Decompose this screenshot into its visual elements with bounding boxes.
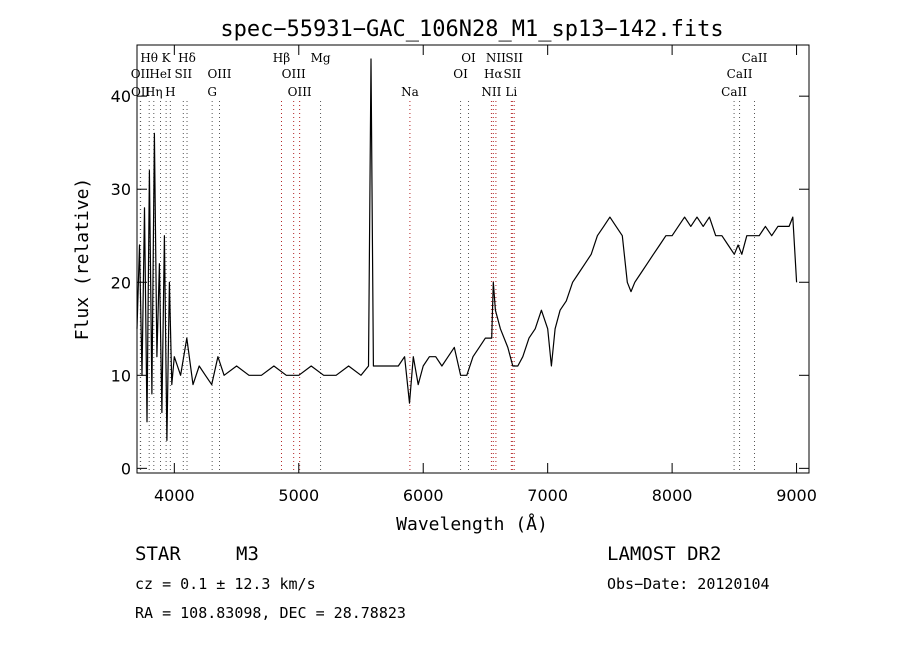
x-tick-label-3: 7000	[527, 486, 568, 505]
x-tick-label-4: 8000	[652, 486, 693, 505]
line-label-13: OIII	[282, 67, 306, 81]
y-tick-label-0: 0	[121, 459, 131, 478]
line-label-15: Hα	[484, 67, 503, 81]
x-tick-label-1: 5000	[278, 486, 319, 505]
line-label-5: OI	[461, 51, 476, 65]
line-label-16: SII	[503, 67, 521, 81]
y-tick-label-2: 20	[111, 273, 131, 292]
x-tick-label-0: 4000	[154, 486, 195, 505]
line-label-20: H	[165, 85, 175, 99]
line-label-14: OI	[453, 67, 468, 81]
line-label-26: CaII	[721, 85, 747, 99]
y-tick-label-1: 10	[111, 366, 131, 385]
line-label-1: K	[162, 51, 172, 65]
line-label-9: OII	[131, 67, 151, 81]
y-axis-label: Flux (relative)	[72, 178, 93, 341]
x-axis-label: Wavelength (Å)	[396, 513, 548, 535]
coordinates-text: RA = 108.83098, DEC = 28.78823	[135, 604, 406, 622]
object-subclass: M3	[236, 543, 259, 565]
line-label-21: G	[207, 85, 217, 99]
y-axis-ticks: 0 10 20 30 40	[111, 87, 809, 478]
line-label-24: NII	[481, 85, 501, 99]
line-label-8: CaII	[742, 51, 768, 65]
object-type: STAR	[135, 543, 181, 565]
line-label-2: Hδ	[178, 51, 196, 65]
line-label-18: OII	[131, 85, 151, 99]
line-label-7: SII	[505, 51, 523, 65]
y-tick-label-3: 30	[111, 180, 131, 199]
line-label-25: Li	[505, 85, 517, 99]
x-tick-label-2: 6000	[403, 486, 444, 505]
line-label-4: Mg	[311, 51, 331, 65]
x-axis-ticks: 4000 5000 6000 7000 8000 9000	[154, 45, 817, 505]
line-label-10: HeI	[149, 67, 172, 81]
plot-frame	[136, 44, 810, 474]
line-label-0: Hθ	[140, 51, 158, 65]
spectral-line-markers	[139, 101, 755, 473]
obs-date-text: Obs−Date: 20120104	[607, 575, 770, 593]
survey-name: LAMOST DR2	[607, 543, 721, 565]
line-label-17: CaII	[727, 67, 753, 81]
redshift-text: cz = 0.1 ± 12.3 km/s	[135, 575, 316, 593]
line-label-19: Hη	[145, 85, 163, 99]
series-line-0	[136, 58, 798, 441]
line-label-11: SII	[174, 67, 192, 81]
y-tick-label-4: 40	[111, 87, 131, 106]
line-label-12: OIII	[207, 67, 231, 81]
series-layer	[136, 58, 798, 441]
line-label-6: NII	[486, 51, 506, 65]
x-tick-label-5: 9000	[776, 486, 817, 505]
line-label-23: Na	[401, 85, 419, 99]
line-label-22: OIII	[288, 85, 312, 99]
chart-title: spec−55931−GAC_106N28_M1_sp13−142.fits	[220, 17, 723, 42]
line-label-3: Hβ	[273, 51, 290, 65]
